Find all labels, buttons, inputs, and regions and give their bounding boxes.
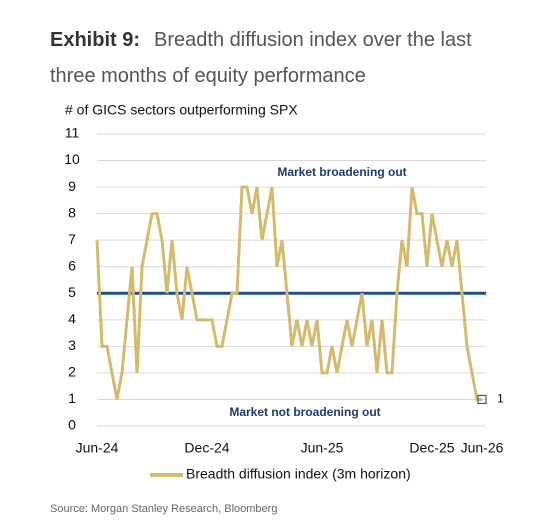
y-tick-label: 3 <box>68 337 76 353</box>
x-tick-label: Jun-26 <box>461 440 504 456</box>
annotation: Market not broadening out <box>229 405 380 419</box>
y-tick-label: 4 <box>68 311 76 327</box>
chart-title: Breadth diffusion index over the last th… <box>50 29 472 87</box>
y-tick-label: 6 <box>68 257 76 273</box>
y-tick-label: 0 <box>68 417 76 433</box>
y-tick-label: 7 <box>68 231 76 247</box>
y-tick-label: 8 <box>68 204 76 220</box>
x-tick-label: Jun-24 <box>76 440 119 456</box>
data-label: 1 <box>497 392 504 406</box>
x-tick-label: Dec-25 <box>409 440 454 456</box>
x-tick-label: Dec-24 <box>184 440 229 456</box>
y-tick-label: 11 <box>65 125 80 141</box>
x-tick-label: Jun-25 <box>301 440 344 456</box>
y-tick-label: 5 <box>68 284 76 300</box>
data-line <box>95 185 482 401</box>
y-tick-label: 9 <box>68 178 76 194</box>
source: Source: Morgan Stanley Research, Bloombe… <box>50 503 278 515</box>
legend-label: Breadth diffusion index (3m horizon) <box>186 466 411 482</box>
end-marker <box>477 394 487 405</box>
exhibit-label: Exhibit 9: <box>50 29 141 51</box>
y-tick-label: 10 <box>64 151 80 167</box>
chart: # of GICS sectors outperforming SPX 0 1 2 3… <box>64 102 504 482</box>
y-tick-label: 2 <box>68 364 76 380</box>
y-axis-label: # of GICS sectors outperforming SPX <box>65 102 298 118</box>
annotation: Market broadening out <box>277 165 406 179</box>
y-tick-label: 1 <box>68 390 76 406</box>
title-block: Exhibit 9: Breadth diffusion index over t… <box>50 22 520 94</box>
